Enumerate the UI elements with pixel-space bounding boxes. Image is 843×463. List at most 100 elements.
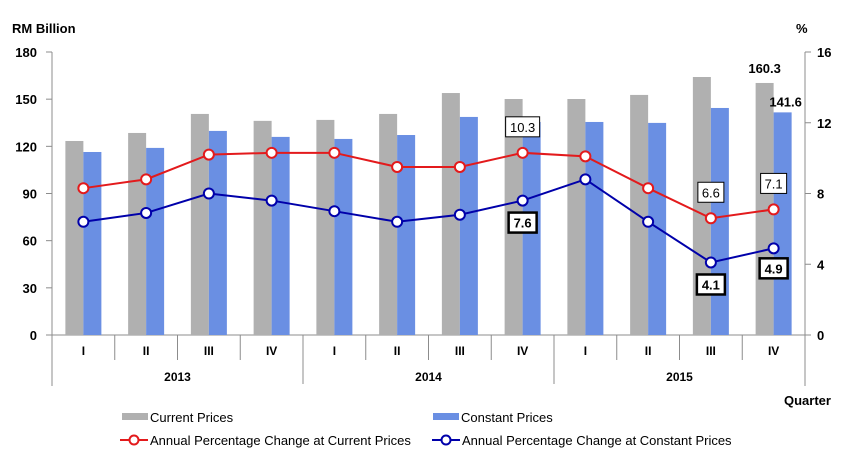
x-tick-label: III	[204, 344, 214, 358]
bar-constant-prices	[585, 121, 604, 335]
x-tick-label: II	[645, 344, 652, 358]
point-current-change	[328, 146, 341, 159]
bar-constant-prices	[648, 122, 667, 335]
bar-constant-prices	[459, 116, 478, 336]
y-right-tick-label: 8	[817, 187, 824, 202]
bar-constant-prices	[773, 112, 792, 335]
y-left-tick-label: 30	[23, 281, 37, 296]
bar-constant-prices	[334, 138, 353, 335]
y-right-tick-label: 12	[817, 116, 831, 131]
y-right-tick-label: 4	[817, 257, 825, 272]
x-tick-label: II	[143, 344, 150, 358]
y-left-tick-label: 60	[23, 234, 37, 249]
point-current-change	[77, 182, 90, 195]
x-tick-label: II	[394, 344, 401, 358]
data-label-box-constant-change	[507, 211, 538, 234]
data-label-box-current-change	[760, 172, 788, 194]
point-constant-change	[516, 194, 529, 207]
point-current-change	[767, 203, 780, 216]
data-label-constant-prices: 141.6	[769, 94, 802, 109]
legend-marker-constant-change	[432, 434, 460, 446]
bar-current-prices	[316, 119, 335, 335]
y-left-tick-label: 0	[30, 328, 37, 343]
bar-constant-prices	[208, 130, 227, 335]
data-label-box-current-change	[697, 181, 725, 203]
x-tick-label: IV	[517, 344, 528, 358]
legend-label-constant-prices: Constant Prices	[461, 410, 553, 425]
point-constant-change	[391, 215, 404, 228]
point-constant-change	[642, 215, 655, 228]
x-year-label: 2015	[666, 370, 693, 384]
point-current-change	[704, 212, 717, 225]
point-current-change	[516, 146, 529, 159]
x-tick-label: I	[82, 344, 85, 358]
point-constant-change	[140, 206, 153, 219]
point-constant-change	[265, 194, 278, 207]
x-tick-label: I	[584, 344, 587, 358]
data-label-box-constant-change	[758, 257, 789, 280]
legend-marker-current-change	[120, 434, 148, 446]
legend-swatch-current-prices	[122, 413, 148, 420]
point-current-change	[140, 173, 153, 186]
y-left-axis-title: RM Billion	[12, 21, 76, 36]
line-current-change	[83, 151, 774, 220]
data-label-constant-change: 4.9	[765, 261, 783, 276]
line-constant-change	[83, 178, 774, 264]
data-label-current-change: 10.3	[510, 120, 535, 135]
point-constant-change	[202, 187, 215, 200]
bar-constant-prices	[397, 135, 416, 335]
point-current-change	[202, 148, 215, 161]
point-constant-change	[328, 205, 341, 218]
x-tick-label: IV	[266, 344, 277, 358]
legend-swatch-constant-prices	[433, 413, 459, 420]
point-constant-change	[453, 208, 466, 221]
y-left-tick-label: 150	[15, 92, 37, 107]
bar-constant-prices	[271, 136, 290, 335]
bar-constant-prices	[83, 151, 102, 335]
y-right-axis-title: %	[796, 21, 808, 36]
x-year-label: 2014	[415, 370, 442, 384]
y-right-tick-label: 0	[817, 328, 824, 343]
bar-current-prices	[65, 140, 84, 335]
x-tick-label: IV	[768, 344, 779, 358]
x-tick-label: III	[706, 344, 716, 358]
legend-label-current-change: Annual Percentage Change at Current Pric…	[150, 433, 411, 448]
point-constant-change	[704, 256, 717, 269]
x-axis-title: Quarter	[784, 393, 831, 408]
bar-constant-prices	[146, 147, 165, 335]
data-label-constant-change: 4.1	[702, 277, 720, 292]
lines	[77, 146, 780, 269]
point-current-change	[453, 160, 466, 173]
data-label-constant-change: 7.6	[514, 216, 532, 231]
point-current-change	[265, 146, 278, 159]
bar-current-prices	[190, 113, 209, 335]
data-label-box-current-change	[505, 116, 541, 138]
legend: Current Prices Constant Prices Annual Pe…	[120, 410, 732, 448]
bar-current-prices	[567, 99, 586, 335]
x-tick-label: I	[333, 344, 336, 358]
bar-current-prices	[692, 76, 711, 335]
data-labels: 160.3 141.6 10.3 6.6 7.1 7.6 4.1 4.9	[505, 61, 802, 296]
data-label-box-constant-change	[695, 273, 727, 296]
point-constant-change	[77, 215, 90, 228]
y-right-tick-label: 16	[817, 45, 831, 60]
y-left-tick-label: 120	[15, 139, 37, 154]
legend-label-current-prices: Current Prices	[150, 410, 234, 425]
bars	[65, 76, 792, 336]
point-current-change	[642, 182, 655, 195]
bar-current-prices	[128, 132, 147, 335]
bar-current-prices	[441, 93, 460, 335]
point-constant-change	[579, 173, 592, 186]
point-current-change	[579, 150, 592, 163]
y-left-tick-label: 180	[15, 45, 37, 60]
data-label-current-change: 6.6	[702, 185, 720, 200]
data-label-current-prices: 160.3	[748, 61, 781, 76]
point-current-change	[391, 160, 404, 173]
bar-current-prices	[253, 120, 272, 335]
x-tick-label: III	[455, 344, 465, 358]
point-constant-change	[767, 242, 780, 255]
data-label-current-change: 7.1	[765, 176, 783, 191]
y-left-tick-label: 90	[23, 187, 37, 202]
